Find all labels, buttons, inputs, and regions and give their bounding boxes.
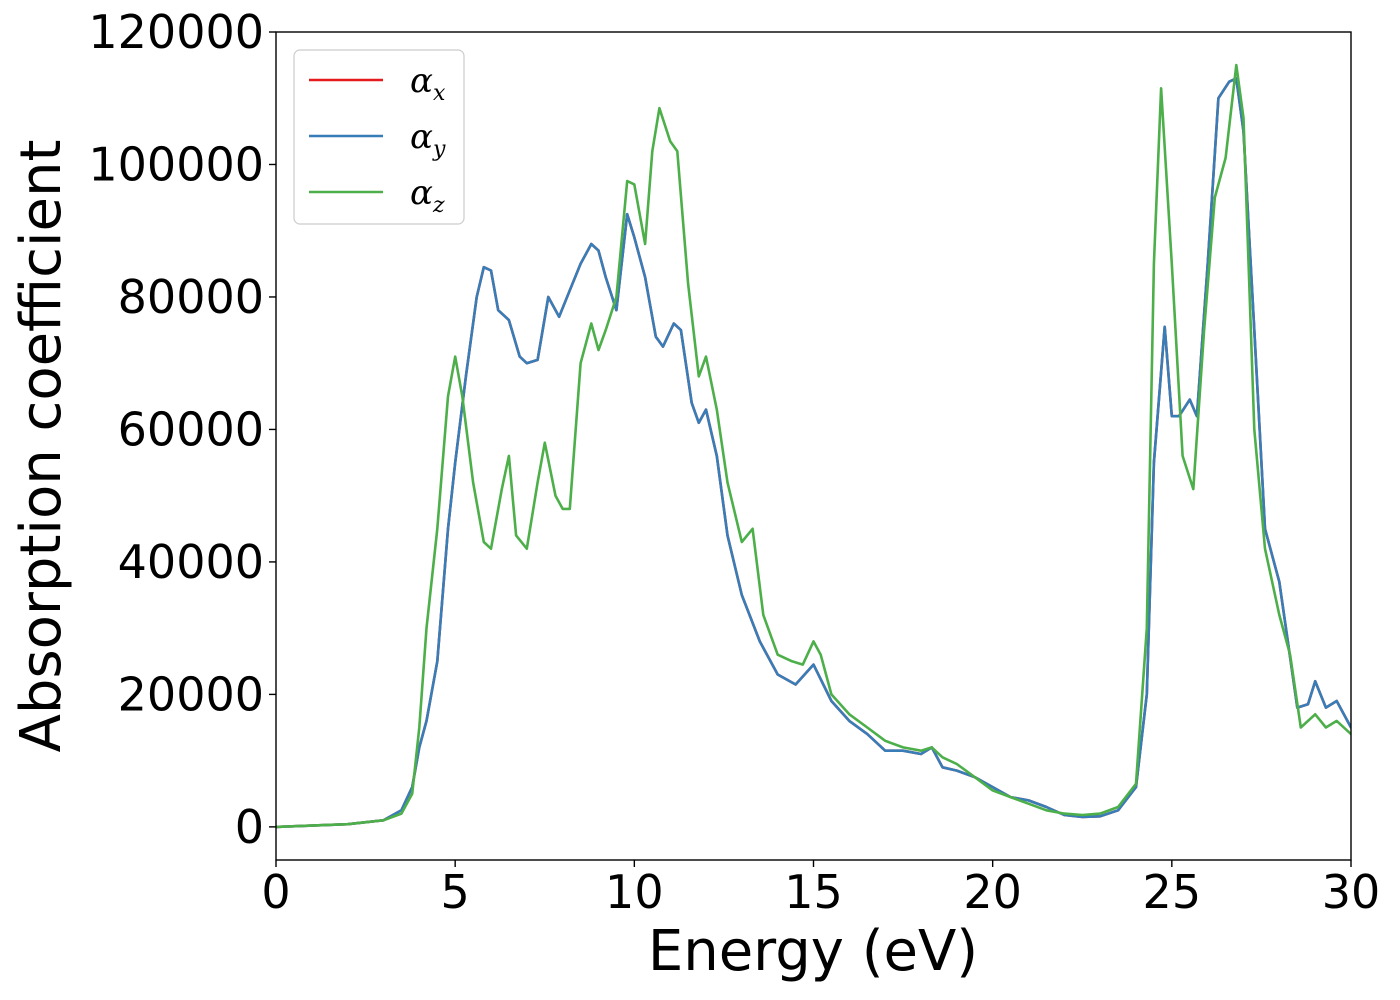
x-tick-label: 15 (784, 865, 843, 919)
y-tick-label: 40000 (118, 535, 264, 589)
x-tick-label: 5 (441, 865, 470, 919)
y-tick-label: 80000 (118, 270, 264, 324)
legend-label-subscript: z (432, 193, 445, 218)
legend-label-y: αy (410, 117, 446, 162)
y-axis: 0 20000 40000 60000 80000 100000 120000 (88, 5, 276, 854)
y-tick-label: 100000 (88, 137, 264, 191)
legend-label-base: α (410, 173, 433, 213)
x-axis: 0 5 10 15 20 25 30 (261, 860, 1380, 919)
legend-label-base: α (410, 117, 433, 157)
x-tick-label: 0 (261, 865, 290, 919)
y-tick-label: 120000 (88, 5, 264, 59)
x-tick-label: 20 (963, 865, 1022, 919)
series-line-z (276, 63, 1351, 829)
legend-label-z: αz (410, 173, 445, 218)
legend-label-x: αx (410, 61, 446, 106)
y-tick-label: 20000 (118, 667, 264, 721)
x-tick-label: 30 (1322, 865, 1381, 919)
legend-label-subscript: y (432, 137, 446, 162)
x-tick-label: 10 (605, 865, 664, 919)
y-axis-label: Absorption coefficient (9, 140, 74, 753)
legend-label-subscript: x (433, 81, 446, 106)
y-tick-label: 0 (235, 800, 264, 854)
x-axis-label: Energy (eV) (648, 919, 978, 984)
y-tick-label: 60000 (118, 402, 264, 456)
x-tick-label: 25 (1143, 865, 1202, 919)
legend-label-base: α (410, 61, 433, 101)
series-line-y (276, 77, 1351, 829)
series-layer (276, 63, 1351, 829)
